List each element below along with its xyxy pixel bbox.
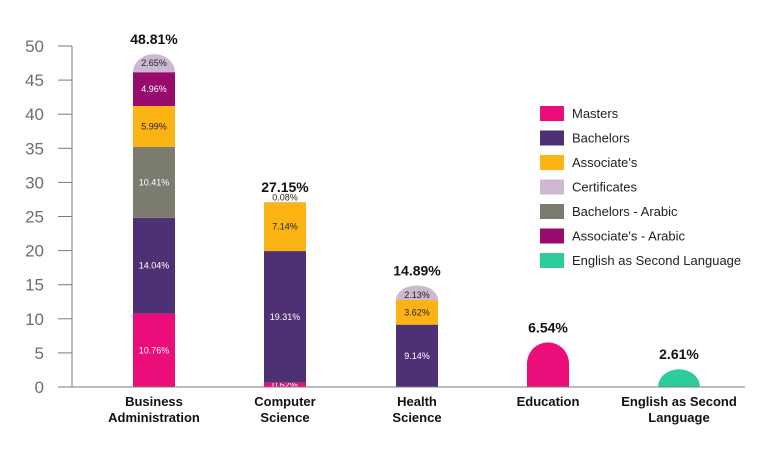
legend-swatch	[540, 228, 564, 244]
legend-item-bachelors: Bachelors	[540, 130, 630, 146]
data-label: 4.96%	[141, 84, 167, 94]
y-tick-label: 50	[25, 37, 44, 56]
x-tick-label: Administration	[108, 410, 200, 425]
legend-label: Associate's - Arabic	[572, 229, 686, 244]
legend: Masters Bachelors Associate's Certificates B…	[540, 106, 741, 268]
legend-item-english-as-second-language: English as Second Language	[540, 253, 741, 268]
legend-swatch	[540, 130, 564, 146]
bar-segment-masters	[264, 382, 306, 387]
bar-group-health-science: 9.14% 3.62% 2.13% 14.89%	[393, 262, 441, 387]
legend-swatch	[540, 253, 564, 268]
bar-segment-masters	[133, 313, 175, 387]
data-label: 2.13%	[404, 290, 430, 300]
legend-item-associate-s-arabic: Associate's - Arabic	[540, 228, 686, 244]
data-label: 7.14%	[272, 222, 298, 232]
bar-group-education: 6.54%	[527, 319, 569, 387]
bar-group-business-administration: 10.76% 14.04% 10.41% 5.99% 4.96% 2.65% 48.81%	[130, 31, 178, 387]
y-axis: 0 5 10 15 20 25 30 35 40 45 50	[25, 37, 73, 397]
legend-label: Certificates	[572, 180, 638, 195]
legend-label: Masters	[572, 106, 619, 121]
data-label: 0.62%	[272, 380, 298, 390]
bar-segment-associate-s	[264, 202, 306, 252]
bar-segment-english-as-second-language	[658, 369, 700, 387]
bar-group-computer-science: 0.62% 19.31% 7.14% 0.08%27.15%	[261, 179, 309, 390]
legend-swatch	[540, 179, 564, 195]
legend-swatch	[540, 204, 564, 219]
data-label: 10.41%	[139, 177, 170, 187]
bar-total-label: 14.89%	[393, 262, 441, 278]
y-tick-label: 40	[25, 105, 44, 124]
x-tick-label: Business	[125, 394, 183, 409]
y-tick-label: 5	[35, 344, 44, 363]
x-tick-label: Education	[517, 394, 580, 409]
data-label: 3.62%	[404, 307, 430, 317]
bar-segment-bachelors	[396, 324, 438, 387]
legend-label: Bachelors - Arabic	[572, 204, 678, 219]
bar-segment-certificates	[264, 201, 306, 203]
legend-item-certificates: Certificates	[540, 179, 638, 195]
y-tick-label: 30	[25, 173, 44, 192]
bars: 10.76% 14.04% 10.41% 5.99% 4.96% 2.65% 48.81% 0…	[130, 31, 700, 390]
y-tick-label: 10	[25, 310, 44, 329]
bar-total-label: 2.61%	[659, 346, 699, 362]
data-label: 14.04%	[139, 261, 170, 271]
x-tick-label: Science	[392, 410, 441, 425]
bar-segment-certificates	[133, 54, 175, 73]
legend-label: English as Second Language	[572, 253, 741, 268]
legend-swatch	[540, 155, 564, 170]
data-label: 9.14%	[404, 351, 430, 361]
bar-segment-associate-s-arabic	[133, 72, 175, 107]
bar-segment-associate-s	[133, 106, 175, 147]
data-label: 2.65%	[141, 58, 167, 68]
x-tick-label: Science	[260, 410, 309, 425]
legend-label: Associate's	[572, 155, 638, 170]
legend-item-associate-s: Associate's	[540, 155, 638, 170]
bar-segment-associate-s	[396, 299, 438, 325]
x-axis: BusinessAdministrationComputerScienceHea…	[72, 386, 745, 425]
bar-segment-certificates	[396, 285, 438, 300]
y-tick-label: 25	[25, 208, 44, 227]
data-label: 5.99%	[141, 121, 167, 131]
legend-label: Bachelors	[572, 131, 630, 146]
y-tick-label: 35	[25, 139, 44, 158]
y-tick-label: 15	[25, 276, 44, 295]
x-tick-label: English as Second	[621, 394, 737, 409]
x-tick-label: Language	[648, 410, 709, 425]
data-label: 19.31%	[270, 312, 301, 322]
bar-segment-bachelors	[264, 251, 306, 383]
bar-segment-bachelors-arabic	[133, 146, 175, 218]
bar-segment-masters	[527, 342, 569, 387]
y-tick-label: 20	[25, 242, 44, 261]
x-tick-label: Computer	[254, 394, 315, 409]
y-tick-label: 45	[25, 71, 44, 90]
bar-total-label: 6.54%	[528, 319, 568, 335]
y-tick-label: 0	[35, 378, 44, 397]
bar-segment-bachelors	[133, 217, 175, 314]
bar-group-english-as-second-language: 2.61%	[658, 346, 700, 387]
x-tick-label: Health	[397, 394, 437, 409]
legend-item-bachelors-arabic: Bachelors - Arabic	[540, 204, 678, 219]
data-label: 0.08%	[272, 192, 298, 202]
bar-total-label: 48.81%	[130, 31, 178, 47]
legend-swatch	[540, 106, 564, 121]
bar-total-label: 27.15%	[261, 179, 309, 195]
data-label: 10.76%	[139, 345, 170, 355]
legend-item-masters: Masters	[540, 106, 619, 121]
